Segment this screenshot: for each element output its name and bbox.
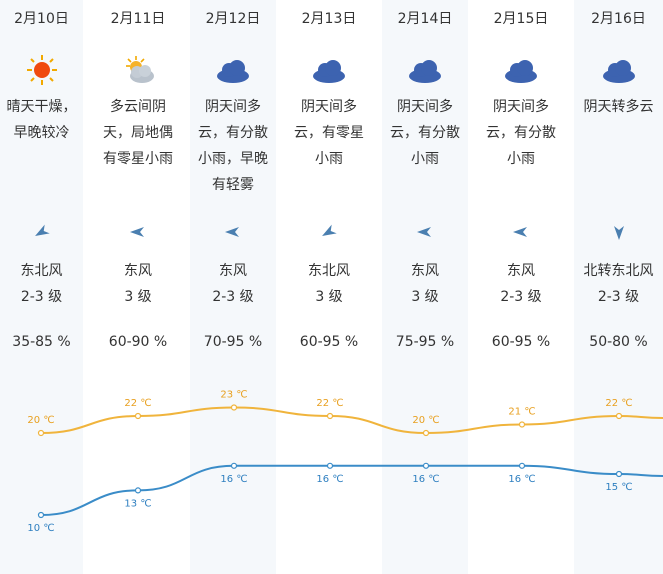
high-temp-label: 22 ℃ bbox=[124, 398, 151, 409]
wind-level: 2-3 级 bbox=[500, 289, 542, 305]
high-temp-point bbox=[230, 404, 238, 411]
day-column: 2月12日 阴天间多云，有分散小雨，早晚有轻雾 东风 2-3 级 70-95 % bbox=[190, 0, 276, 574]
wind-direction-arrow-icon bbox=[319, 222, 339, 242]
day-date: 2月13日 bbox=[301, 11, 357, 27]
low-temp-point bbox=[230, 462, 238, 469]
cloud-icon bbox=[601, 54, 637, 86]
high-temp-label: 21 ℃ bbox=[508, 407, 535, 418]
wind-direction: 东北风 bbox=[20, 263, 63, 279]
wind-direction: 东风 bbox=[124, 263, 152, 279]
low-temp-label: 16 ℃ bbox=[508, 474, 535, 485]
wind-level: 3 级 bbox=[315, 289, 343, 305]
day-date: 2月10日 bbox=[14, 11, 69, 27]
wind-level: 2-3 级 bbox=[597, 289, 640, 305]
cloud-icon bbox=[503, 54, 539, 86]
day-column: 2月15日 阴天间多云，有分散小雨 东风 2-3 级 60-95 % bbox=[478, 0, 564, 574]
weather-description: 阴天间多云，有分散小雨，早晚有轻雾 bbox=[198, 99, 268, 193]
wind-direction-arrow-icon bbox=[32, 222, 52, 242]
wind-direction: 东风 bbox=[411, 263, 439, 279]
wind-direction-arrow-icon bbox=[609, 222, 629, 242]
day-column: 2月14日 阴天间多云，有分散小雨 东风 3 级 75-95 % bbox=[382, 0, 468, 574]
weather-description: 多云间阴天，局地偶有零星小雨 bbox=[103, 99, 173, 167]
low-temp-point bbox=[134, 487, 142, 494]
wind-direction: 东风 bbox=[219, 263, 247, 279]
low-temp-label: 13 ℃ bbox=[124, 498, 151, 509]
low-temp-point bbox=[518, 462, 526, 469]
wind-direction-arrow-icon bbox=[223, 222, 243, 242]
sun-cloud-icon bbox=[120, 54, 156, 86]
day-date: 2月16日 bbox=[591, 11, 646, 27]
humidity: 35-85 % bbox=[12, 334, 71, 350]
high-temp-point bbox=[37, 429, 45, 437]
low-temp-label: 16 ℃ bbox=[412, 474, 439, 485]
cloud-icon bbox=[311, 54, 347, 86]
high-temp-label: 22 ℃ bbox=[316, 398, 343, 409]
day-column: 2月13日 阴天间多云，有零星小雨 东北风 3 级 60-95 % bbox=[286, 0, 372, 574]
wind-direction: 东北风 bbox=[308, 263, 350, 279]
wind-direction-arrow-icon bbox=[415, 222, 435, 242]
low-temp-label: 15 ℃ bbox=[605, 482, 632, 493]
high-temp-label: 20 ℃ bbox=[27, 415, 54, 426]
wind-level: 2-3 级 bbox=[212, 289, 254, 305]
high-temp-point bbox=[134, 412, 142, 420]
weather-description: 阴天间多云，有分散小雨 bbox=[486, 99, 556, 167]
wind-level: 3 级 bbox=[411, 289, 439, 305]
humidity: 60-90 % bbox=[108, 334, 168, 350]
weather-description: 阴天间多云，有分散小雨 bbox=[390, 99, 460, 167]
high-temp-point bbox=[422, 429, 430, 437]
wind-direction: 东风 bbox=[507, 263, 535, 279]
humidity: 50-80 % bbox=[589, 334, 648, 350]
day-column: 2月10日 晴天干燥，早晚较冷 东北风 2-3 级 35-85 % bbox=[0, 0, 83, 574]
cloud-icon bbox=[215, 54, 251, 86]
high-temp-label: 22 ℃ bbox=[605, 398, 632, 409]
high-temp-label: 23 ℃ bbox=[220, 390, 247, 401]
day-date: 2月12日 bbox=[205, 11, 261, 27]
wind-direction-arrow-icon bbox=[128, 222, 148, 242]
low-temp-point bbox=[422, 462, 430, 469]
high-temp-line bbox=[40, 406, 663, 435]
sun-icon bbox=[24, 54, 60, 86]
low-temp-label: 10 ℃ bbox=[27, 523, 54, 534]
day-date: 2月11日 bbox=[110, 11, 166, 27]
low-temp-label: 16 ℃ bbox=[220, 474, 247, 485]
wind-direction-arrow-icon bbox=[511, 222, 531, 242]
low-temp-point bbox=[326, 462, 334, 469]
humidity: 60-95 % bbox=[491, 334, 551, 350]
day-date: 2月15日 bbox=[493, 11, 549, 27]
low-temp-point bbox=[37, 511, 45, 519]
high-temp-point bbox=[615, 412, 623, 420]
humidity: 70-95 % bbox=[203, 334, 263, 350]
weather-description: 阴天间多云，有零星小雨 bbox=[294, 99, 364, 167]
high-temp-label: 20 ℃ bbox=[412, 415, 439, 426]
cloud-icon bbox=[407, 54, 443, 86]
humidity: 75-95 % bbox=[395, 334, 455, 350]
weather-description: 阴天转多云 bbox=[583, 99, 654, 115]
wind-level: 3 级 bbox=[124, 289, 152, 305]
low-temp-label: 16 ℃ bbox=[316, 474, 343, 485]
day-column: 2月16日 阴天转多云 北转东北风 2-3 级 50-80 % bbox=[574, 0, 663, 574]
high-temp-point bbox=[326, 412, 334, 420]
day-date: 2月14日 bbox=[397, 11, 453, 27]
weather-description: 晴天干燥，早晚较冷 bbox=[6, 99, 77, 141]
wind-level: 2-3 级 bbox=[20, 289, 63, 305]
high-temp-point bbox=[518, 421, 526, 428]
low-temp-point bbox=[615, 470, 623, 478]
wind-direction: 北转东北风 bbox=[583, 263, 654, 279]
humidity: 60-95 % bbox=[299, 334, 359, 350]
day-column: 2月11日 多云间阴天，局地偶有零星小雨 东风 3 级 60-90 % bbox=[95, 0, 181, 574]
